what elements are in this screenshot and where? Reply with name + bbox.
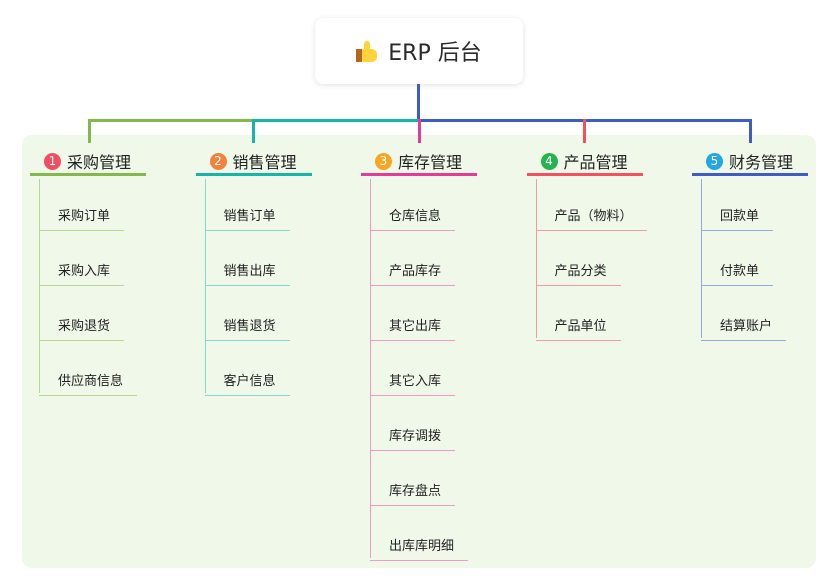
list-item[interactable]: 产品分类 [535, 258, 621, 286]
number-badge: 4 [540, 152, 558, 170]
branch-label: 采购管理 [67, 153, 132, 172]
number-badge: 1 [44, 152, 61, 170]
branch-label: 销售管理 [232, 153, 297, 172]
list-item[interactable]: 产品单位 [535, 313, 621, 341]
list-item[interactable]: 客户信息 [204, 368, 290, 396]
list-item[interactable]: 出库库明细 [370, 533, 469, 561]
number-badge: 5 [706, 152, 723, 170]
list-item[interactable]: 销售出库 [204, 258, 290, 286]
branch-title[interactable]: 3 库存管理 [361, 149, 477, 176]
branch-4: 4 产品管理产品（物料） 产品分类产品单位 [526, 149, 647, 341]
list-item[interactable]: 其它出库 [370, 313, 456, 341]
thumbs-up-icon [356, 40, 378, 62]
connector-vertical [418, 119, 421, 143]
branch-2: 2 销售管理销售订单销售出库销售退货客户信息 [195, 149, 312, 396]
root-title: ERP 后台 [388, 41, 482, 66]
branch-line [701, 179, 702, 338]
background-panel [22, 135, 816, 568]
number-badge: 2 [209, 152, 227, 170]
connector-vertical [583, 119, 586, 143]
list-item[interactable]: 销售订单 [204, 203, 290, 231]
connector-vertical [252, 119, 255, 143]
branch-1: 1 采购管理采购订单采购入库采购退货供应商信息 [30, 149, 146, 396]
branch-title[interactable]: 4 产品管理 [526, 149, 643, 176]
branch-title[interactable]: 1 采购管理 [30, 149, 146, 176]
list-item[interactable]: 销售退货 [204, 313, 290, 341]
branch-line [370, 179, 371, 558]
connector-horizontal [252, 119, 418, 122]
root-connector [417, 84, 420, 121]
branch-title[interactable]: 5 财务管理 [692, 149, 808, 176]
list-item[interactable]: 付款单 [701, 258, 774, 286]
list-item[interactable]: 采购入库 [39, 258, 125, 286]
list-item[interactable]: 其它入库 [370, 368, 456, 396]
branch-line [535, 179, 537, 338]
list-item[interactable]: 结算账户 [701, 313, 787, 341]
branch-5: 5 财务管理回款单付款单结算账户 [692, 149, 808, 341]
list-item[interactable]: 产品（物料） [535, 203, 647, 231]
list-item[interactable]: 库存盘点 [370, 478, 456, 506]
number-badge: 3 [375, 152, 392, 170]
list-item[interactable]: 库存调拨 [370, 423, 456, 451]
list-item[interactable]: 供应商信息 [39, 368, 138, 396]
connector-vertical [88, 119, 91, 143]
list-item[interactable]: 产品库存 [370, 258, 456, 286]
connector-horizontal [88, 119, 252, 122]
branch-label: 库存管理 [398, 153, 463, 172]
branch-line [39, 179, 40, 393]
connector-vertical [749, 119, 752, 143]
branch-label: 财务管理 [729, 153, 794, 172]
list-item[interactable]: 仓库信息 [370, 203, 456, 231]
branch-title[interactable]: 2 销售管理 [195, 149, 312, 176]
branch-line [204, 179, 206, 393]
branch-3: 3 库存管理仓库信息产品库存其它出库其它入库库存调拨库存盘点出库库明细 [361, 149, 477, 561]
branch-label: 产品管理 [563, 153, 628, 172]
list-item[interactable]: 采购订单 [39, 203, 125, 231]
root-node[interactable]: ERP 后台 [315, 18, 523, 84]
list-item[interactable]: 采购退货 [39, 313, 125, 341]
list-item[interactable]: 回款单 [701, 203, 774, 231]
